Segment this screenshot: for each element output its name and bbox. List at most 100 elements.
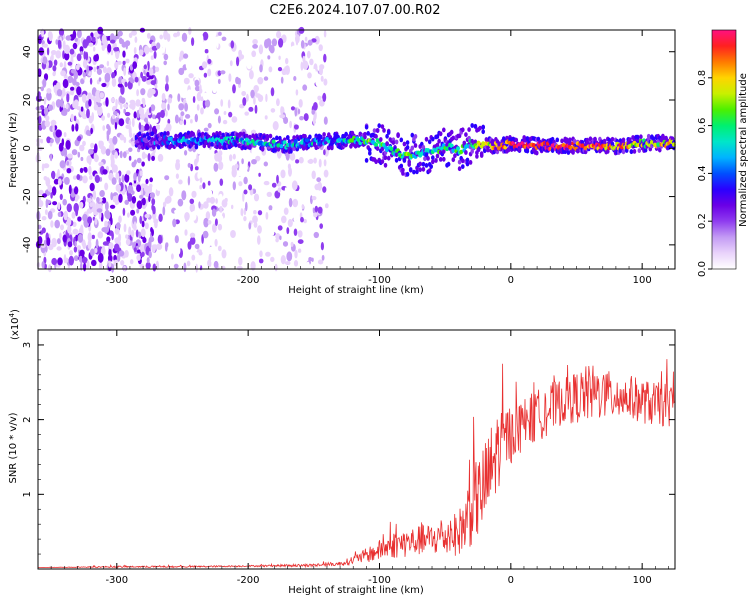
noise-cell	[63, 254, 67, 264]
noise-cell	[50, 138, 54, 144]
noise-cell	[230, 40, 235, 49]
noise-cell	[92, 95, 96, 101]
noise-cell	[93, 104, 99, 111]
ridge-halo-cell	[386, 130, 391, 135]
noise-cell	[282, 241, 289, 247]
noise-cell	[185, 61, 191, 70]
ridge-halo-cell	[451, 157, 456, 163]
noise-cell	[57, 169, 60, 177]
noise-cell	[191, 254, 196, 261]
noise-cell	[317, 206, 323, 214]
noise-cell	[124, 199, 129, 205]
noise-cell	[84, 167, 88, 173]
noise-cell	[73, 202, 79, 213]
noise-cell	[74, 37, 78, 42]
noise-cell	[204, 80, 209, 90]
noise-cell	[94, 143, 98, 154]
noise-cell	[232, 181, 236, 191]
noise-cell	[183, 53, 189, 59]
noise-cell	[243, 263, 248, 270]
noise-cell	[283, 207, 289, 215]
ridge-halo-cell	[481, 129, 486, 135]
ridge-halo-cell	[431, 159, 435, 165]
noise-cell	[51, 237, 57, 248]
noise-cell	[302, 84, 308, 91]
noise-cell	[87, 232, 92, 242]
noise-cell	[59, 160, 66, 169]
noise-cell	[50, 220, 54, 228]
noise-cell	[246, 93, 249, 102]
noise-cell	[257, 77, 264, 85]
ridge-halo-cell	[394, 139, 399, 145]
noise-cell	[80, 224, 84, 235]
ridge-halo-cell	[405, 140, 410, 146]
x-tick-label: -100	[368, 275, 391, 286]
noise-cell	[213, 162, 219, 172]
noise-cell	[123, 223, 127, 233]
noise-cell	[93, 54, 99, 62]
ridge-halo-cell	[470, 123, 475, 128]
ridge-halo-cell	[377, 123, 382, 129]
noise-cell	[154, 118, 159, 124]
noise-cell	[187, 175, 191, 186]
ridge-halo-cell	[399, 137, 404, 143]
noise-cell	[186, 89, 193, 98]
noise-cell	[63, 132, 67, 138]
noise-cell	[139, 113, 146, 120]
noise-cell	[125, 58, 130, 64]
noise-cell	[267, 210, 274, 218]
noise-cell	[158, 213, 163, 222]
noise-cell	[110, 49, 114, 56]
noise-cell	[194, 85, 201, 92]
noise-cell	[271, 166, 277, 176]
ridge-halo-cell	[635, 134, 640, 140]
noise-cell	[124, 111, 131, 117]
noise-cell	[144, 222, 149, 230]
noise-cell	[151, 114, 157, 120]
noise-cell	[269, 230, 275, 237]
noise-cell	[218, 193, 223, 200]
noise-cell	[155, 66, 160, 73]
noise-cell	[89, 182, 95, 192]
noise-cell	[174, 114, 179, 124]
noise-cell	[82, 140, 86, 147]
noise-cell	[203, 201, 209, 209]
ridge-halo-cell	[465, 157, 470, 163]
noise-cell	[43, 163, 50, 169]
ridge-halo-cell	[465, 161, 470, 167]
ridge-halo-cell	[156, 144, 161, 150]
noise-cell	[165, 110, 168, 117]
ridge-halo-cell	[319, 134, 323, 140]
noise-cell	[272, 205, 278, 212]
noise-cell	[118, 215, 122, 224]
noise-cell	[85, 51, 89, 61]
noise-cell	[80, 156, 84, 162]
noise-cell	[136, 184, 142, 192]
noise-cell	[272, 96, 278, 104]
noise-cell	[149, 177, 153, 183]
noise-cell	[204, 49, 209, 54]
ridge-halo-cell	[418, 167, 423, 173]
x-tick-label: 0	[508, 575, 514, 586]
noise-cell	[101, 34, 107, 45]
ridge-halo-cell	[424, 136, 429, 142]
noise-cell	[111, 177, 117, 185]
noise-cell	[139, 263, 145, 269]
noise-cell	[129, 103, 134, 109]
ridge-halo-cell	[372, 128, 377, 134]
noise-cell	[164, 175, 170, 181]
noise-cell	[35, 94, 42, 102]
noise-cell	[269, 45, 275, 54]
ridge-halo-cell	[468, 160, 473, 165]
noise-cell	[243, 164, 248, 172]
noise-cell	[307, 72, 312, 79]
noise-cell	[199, 177, 203, 183]
noise-cell	[151, 155, 156, 161]
noise-cell	[167, 97, 172, 104]
ridge-cell	[147, 135, 152, 141]
noise-cell	[101, 44, 106, 52]
noise-cell	[300, 61, 304, 71]
noise-cell	[86, 65, 89, 75]
noise-cell	[112, 135, 118, 145]
noise-cell	[307, 39, 313, 46]
